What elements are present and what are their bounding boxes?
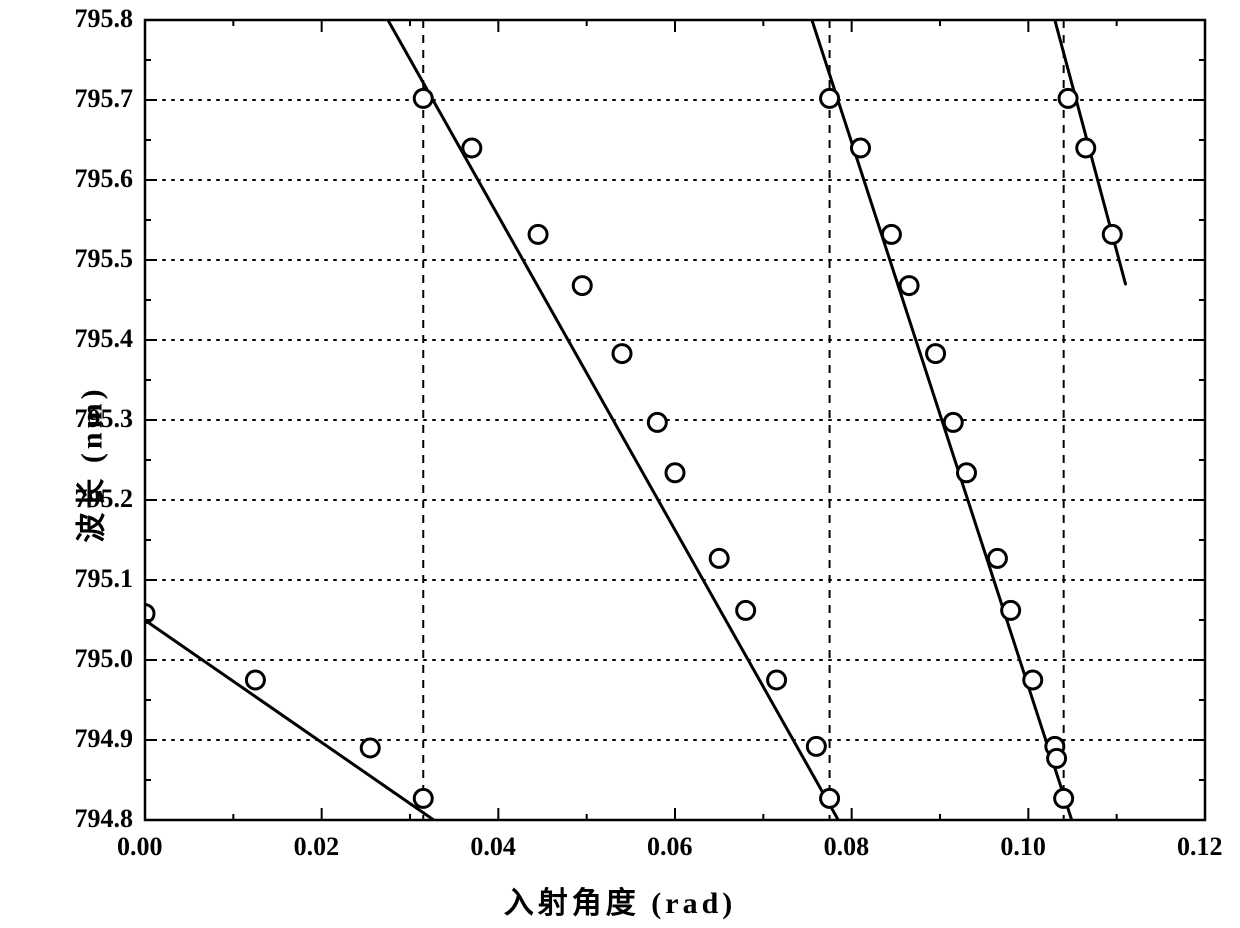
y-tick-label: 795.0 <box>75 644 134 674</box>
x-tick-label: 0.12 <box>1177 832 1223 862</box>
x-axis-label: 入射角度 (rad) <box>504 878 736 922</box>
x-tick-label: 0.02 <box>294 832 340 862</box>
y-tick-label: 795.8 <box>75 4 134 34</box>
y-tick-label: 795.3 <box>75 404 134 434</box>
x-tick-label: 0.08 <box>824 832 870 862</box>
y-tick-label: 795.6 <box>75 164 134 194</box>
chart-container: 波长 (nm) 入射角度 (rad) 0.000.020.040.060.080… <box>0 0 1240 928</box>
y-tick-label: 794.8 <box>75 804 134 834</box>
chart-svg <box>0 0 1240 928</box>
x-tick-label: 0.06 <box>647 832 693 862</box>
x-tick-label: 0.00 <box>117 832 163 862</box>
y-tick-label: 795.5 <box>75 244 134 274</box>
y-tick-label: 795.7 <box>75 84 134 114</box>
x-tick-label: 0.10 <box>1000 832 1046 862</box>
y-tick-label: 795.4 <box>75 324 134 354</box>
x-tick-label: 0.04 <box>470 832 516 862</box>
y-tick-label: 795.1 <box>75 564 134 594</box>
y-tick-label: 794.9 <box>75 724 134 754</box>
y-tick-label: 795.2 <box>75 484 134 514</box>
